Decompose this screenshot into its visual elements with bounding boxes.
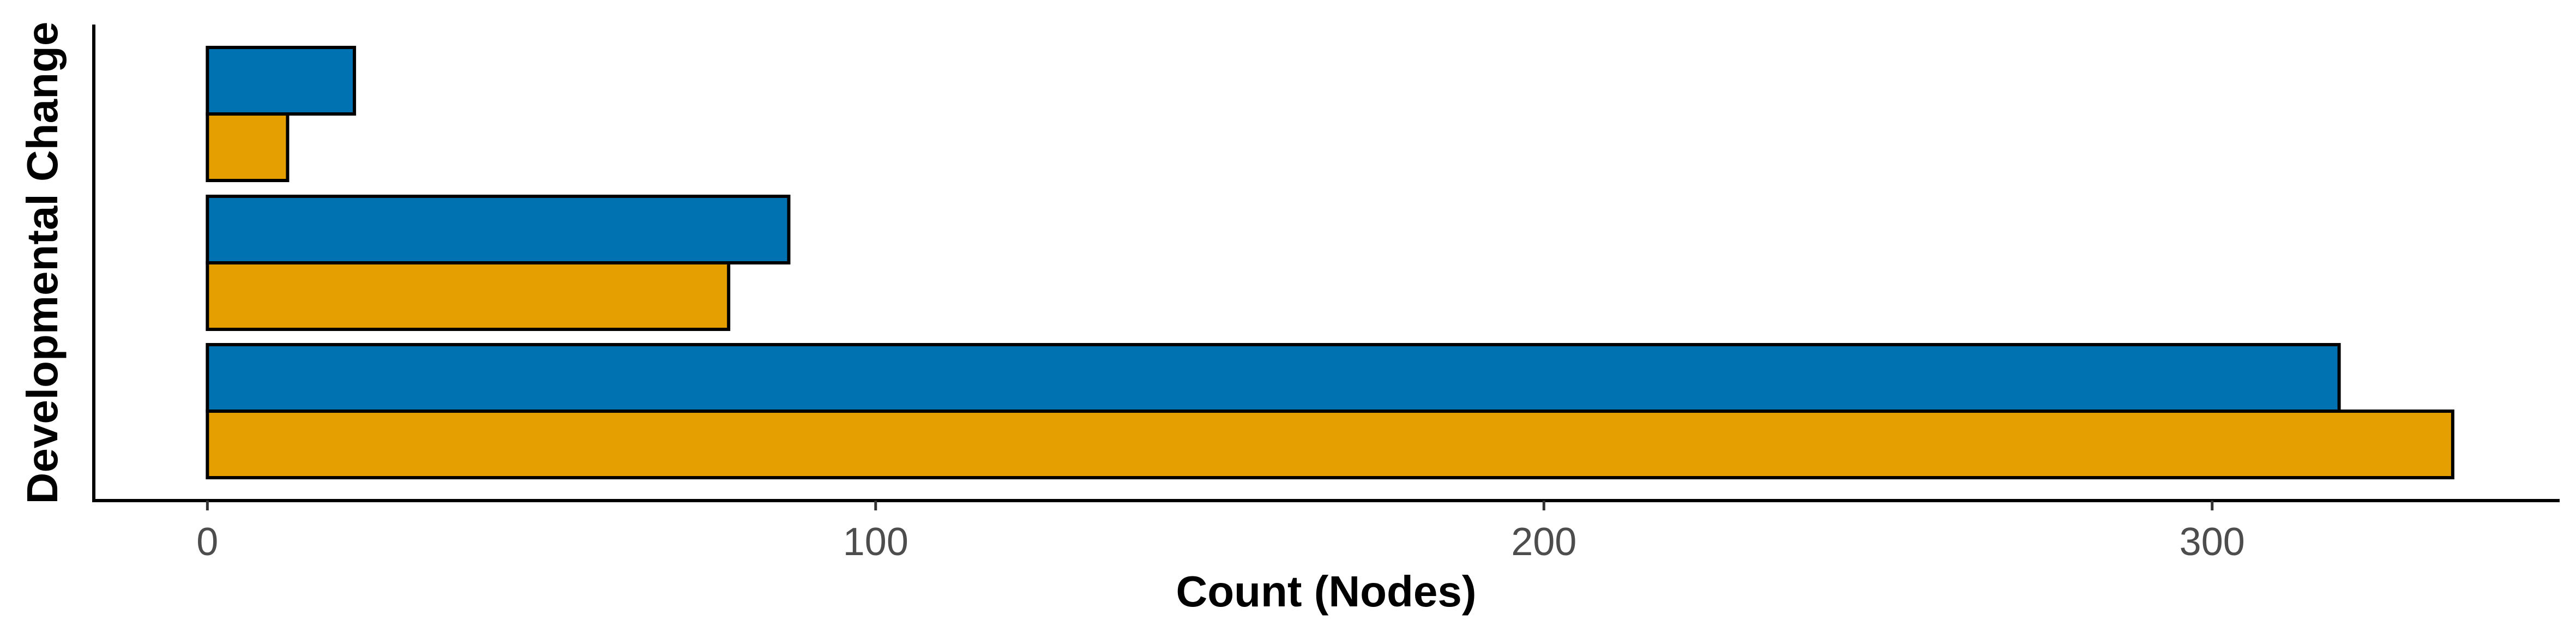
- x-tick-label: 100: [843, 520, 908, 564]
- bar-group-2-series-1: [206, 195, 791, 264]
- x-axis-title: Count (Nodes): [1176, 567, 1476, 616]
- y-axis-title: Developmental Change: [18, 22, 67, 504]
- x-tick-label: 0: [196, 520, 218, 564]
- bar-group-3-series-1: [206, 46, 356, 116]
- x-ticks: 0 100 200 300: [196, 501, 2245, 564]
- bar-group-3-series-2: [206, 112, 290, 182]
- x-tick-label: 200: [1511, 520, 1576, 564]
- bars-layer: [206, 46, 2454, 479]
- bar-group-1-series-1: [206, 343, 2341, 413]
- bar-group-2-series-2: [206, 261, 731, 331]
- x-tick-label: 300: [2180, 520, 2245, 564]
- bar-group-1-series-2: [206, 410, 2454, 479]
